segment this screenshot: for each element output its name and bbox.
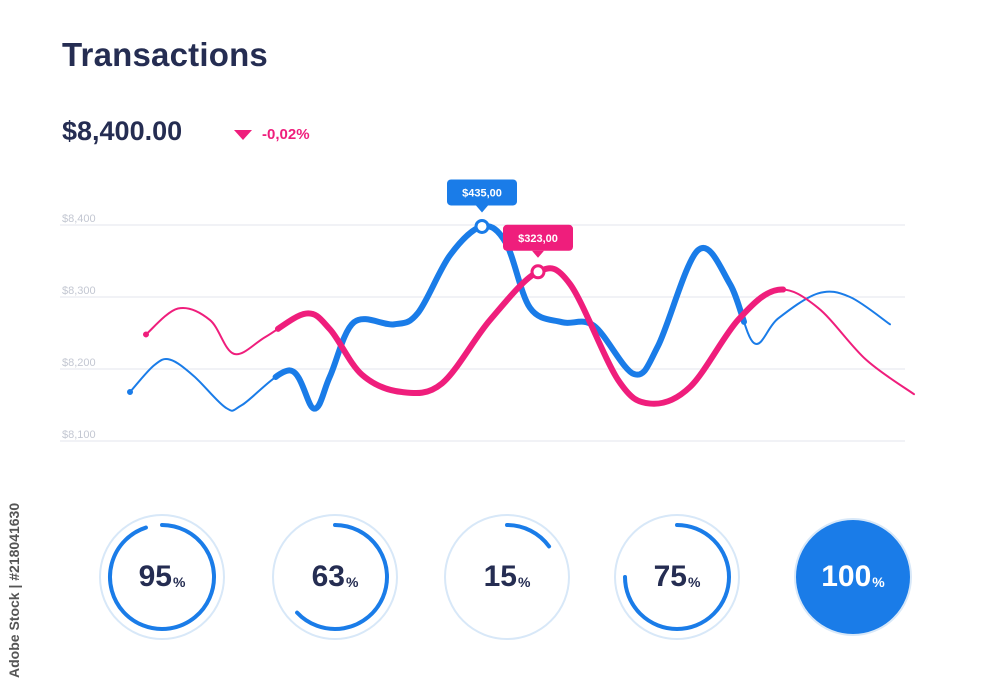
annotation-marker	[474, 218, 490, 234]
y-tick-label: $8,100	[62, 429, 96, 441]
annotation-bubble	[503, 224, 573, 251]
annotation-pointer	[532, 250, 544, 258]
annotation-marker	[530, 264, 546, 280]
y-tick-label: $8,300	[62, 285, 96, 297]
annotation-label: $435,00	[462, 187, 502, 199]
series-line-thin-blue	[129, 225, 891, 412]
annotation-label: $323,00	[518, 233, 558, 245]
series-line-thin-pink	[145, 267, 915, 405]
annotation-pointer	[476, 205, 488, 213]
page-title: Transactions	[62, 36, 268, 73]
y-tick-label: $8,200	[62, 357, 96, 369]
stock-credit: Adobe Stock | #218041630	[6, 502, 22, 678]
total-amount: $8,400.00	[62, 116, 183, 146]
change-indicator: -0,02%	[234, 126, 310, 143]
y-tick-label: $8,400	[62, 213, 96, 225]
annotation-bubble	[447, 179, 517, 206]
series-line-pink	[143, 265, 917, 407]
down-arrow-icon	[234, 129, 252, 140]
change-value: -0,02%	[262, 126, 310, 143]
